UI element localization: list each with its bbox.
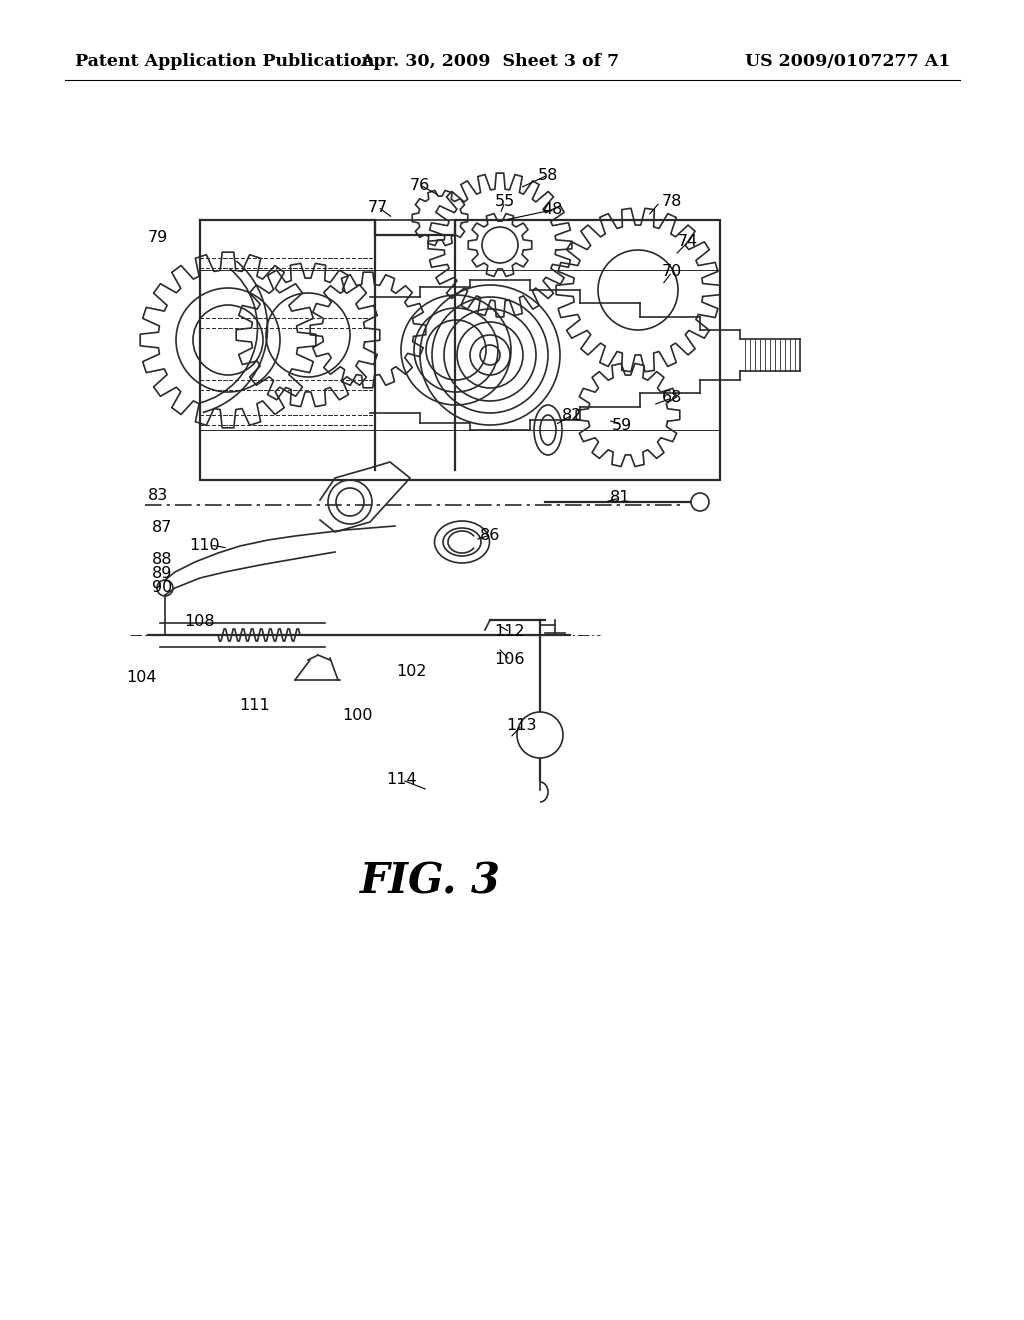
Text: 106: 106 [495, 652, 525, 668]
Text: FIG. 3: FIG. 3 [359, 861, 501, 903]
Text: 87: 87 [152, 520, 172, 536]
Text: 79: 79 [147, 230, 168, 244]
Text: 81: 81 [609, 491, 630, 506]
Text: 70: 70 [662, 264, 682, 280]
Text: 74: 74 [678, 235, 698, 249]
Text: Patent Application Publication: Patent Application Publication [75, 54, 374, 70]
Text: Apr. 30, 2009  Sheet 3 of 7: Apr. 30, 2009 Sheet 3 of 7 [360, 54, 620, 70]
Text: 86: 86 [480, 528, 500, 543]
Circle shape [517, 711, 563, 758]
Text: 78: 78 [662, 194, 682, 210]
Text: 108: 108 [184, 615, 215, 630]
Text: 89: 89 [152, 565, 172, 581]
Text: 111: 111 [240, 697, 270, 713]
Text: US 2009/0107277 A1: US 2009/0107277 A1 [744, 54, 950, 70]
Text: 112: 112 [495, 624, 525, 639]
Text: 110: 110 [189, 537, 220, 553]
Text: 55: 55 [495, 194, 515, 210]
Text: 82: 82 [562, 408, 583, 422]
Text: 77: 77 [368, 199, 388, 214]
Text: 88: 88 [152, 553, 172, 568]
Text: 59: 59 [612, 417, 632, 433]
Text: 76: 76 [410, 177, 430, 193]
Text: 90: 90 [152, 579, 172, 594]
Text: 104: 104 [127, 669, 158, 685]
Text: 100: 100 [343, 708, 374, 722]
Text: 58: 58 [538, 168, 558, 182]
Circle shape [691, 492, 709, 511]
Text: 102: 102 [396, 664, 427, 680]
Text: 48: 48 [542, 202, 562, 218]
Text: 83: 83 [147, 487, 168, 503]
Text: 68: 68 [662, 391, 682, 405]
Text: 114: 114 [387, 772, 418, 788]
Text: 113: 113 [507, 718, 538, 733]
